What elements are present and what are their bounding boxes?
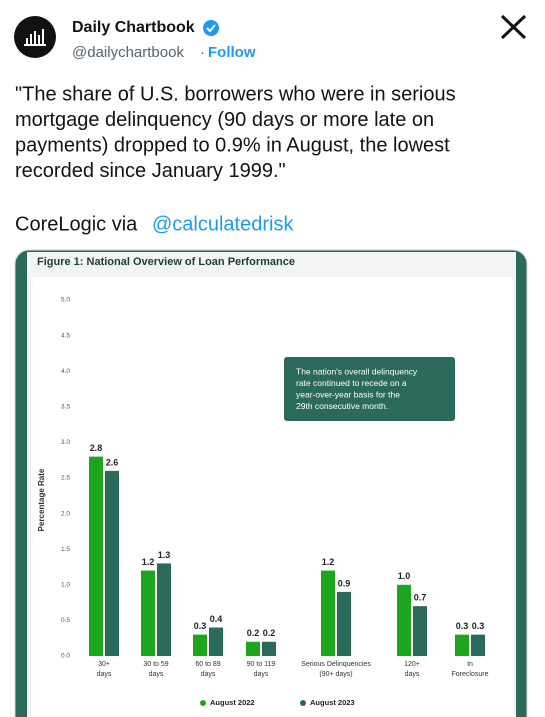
y-axis-title: Percentage Rate <box>37 468 46 531</box>
value-label: 0.3 <box>472 621 485 631</box>
y-tick-label: 0.5 <box>61 617 70 624</box>
value-label: 1.0 <box>398 571 411 581</box>
value-label: 0.4 <box>210 614 223 624</box>
bar <box>209 627 223 656</box>
value-label: 0.2 <box>247 628 260 638</box>
x-tick-label: days <box>254 671 269 678</box>
y-tick-label: 3.0 <box>61 439 70 446</box>
x-tick-label: 30+ <box>98 661 110 668</box>
x-tick-label: 120+ <box>404 661 420 668</box>
bar <box>193 634 207 656</box>
legend-marker <box>200 700 206 706</box>
handle[interactable]: @dailychartbook <box>72 44 184 61</box>
value-label: 0.3 <box>456 621 469 631</box>
value-label: 0.2 <box>263 628 276 638</box>
x-tick-label: Foreclosure <box>452 671 489 678</box>
source-text: CoreLogic via <box>15 213 138 235</box>
follow-button[interactable]: Follow <box>208 44 256 61</box>
legend-label: August 2023 <box>310 698 355 707</box>
bar <box>246 641 260 656</box>
bar <box>262 641 276 656</box>
verified-badge <box>203 20 219 36</box>
value-label: 2.6 <box>106 457 119 467</box>
value-label: 0.3 <box>194 621 207 631</box>
y-tick-label: 0.0 <box>61 653 70 660</box>
annotation-line: year-over-year basis for the <box>296 389 400 399</box>
value-label: 0.9 <box>338 578 351 588</box>
annotation-line: The nation's overall delinquency <box>296 366 418 376</box>
bar <box>337 591 351 656</box>
x-tick-label: days <box>149 671 164 678</box>
annotation-line: rate continued to recede on a <box>296 378 407 388</box>
bar <box>157 563 171 656</box>
bar <box>105 470 119 656</box>
bar <box>471 634 485 656</box>
bar <box>397 584 411 656</box>
chart-title: Figure 1: National Overview of Loan Perf… <box>37 256 295 268</box>
avatar-icon <box>24 29 46 46</box>
bar <box>89 456 103 656</box>
y-tick-label: 1.0 <box>61 582 70 589</box>
legend-marker <box>300 700 306 706</box>
value-label: 2.8 <box>90 443 103 453</box>
tweet-line: recorded since January 1999." <box>15 160 286 182</box>
tweet-line: "The share of U.S. borrowers who were in… <box>15 83 456 105</box>
bar <box>455 634 469 656</box>
bar <box>413 606 427 656</box>
x-tick-label: days <box>405 671 420 678</box>
value-label: 1.2 <box>142 557 155 567</box>
x-logo[interactable] <box>500 14 527 40</box>
tweet-text: "The share of U.S. borrowers who were in… <box>15 83 456 182</box>
x-tick-label: 60 to 89 <box>195 661 220 668</box>
legend-label: August 2022 <box>210 698 255 707</box>
y-tick-label: 2.0 <box>61 510 70 517</box>
x-tick-label: days <box>201 671 216 678</box>
tweet-line: payments) dropped to 0.9% in August, the… <box>15 134 450 156</box>
value-label: 1.2 <box>322 557 335 567</box>
x-tick-label: Serious Delinquencies <box>301 661 371 668</box>
y-tick-label: 3.5 <box>61 404 70 411</box>
x-tick-label: days <box>97 671 112 678</box>
bar <box>141 570 155 656</box>
separator: · <box>200 44 205 61</box>
tweet-line: mortgage delinquency (90 days or more la… <box>15 109 434 131</box>
annotation-box <box>284 357 455 421</box>
value-label: 0.7 <box>414 593 427 603</box>
y-tick-label: 4.5 <box>61 332 70 339</box>
source-link[interactable]: @calculatedrisk <box>152 213 294 235</box>
y-tick-label: 1.5 <box>61 546 70 553</box>
author-name[interactable]: Daily Chartbook <box>72 19 195 36</box>
y-tick-label: 2.5 <box>61 475 70 482</box>
x-tick-label: (90+ days) <box>319 671 352 678</box>
bar <box>321 570 335 656</box>
y-tick-label: 4.0 <box>61 368 70 375</box>
annotation-line: 29th consecutive month. <box>296 401 388 411</box>
y-tick-label: 5.0 <box>61 297 70 304</box>
value-label: 1.3 <box>158 550 171 560</box>
x-tick-label: 30 to 59 <box>143 661 168 668</box>
x-tick-label: 90 to 119 <box>247 661 276 668</box>
x-tick-label: In <box>467 661 473 668</box>
verified-check <box>206 24 216 33</box>
